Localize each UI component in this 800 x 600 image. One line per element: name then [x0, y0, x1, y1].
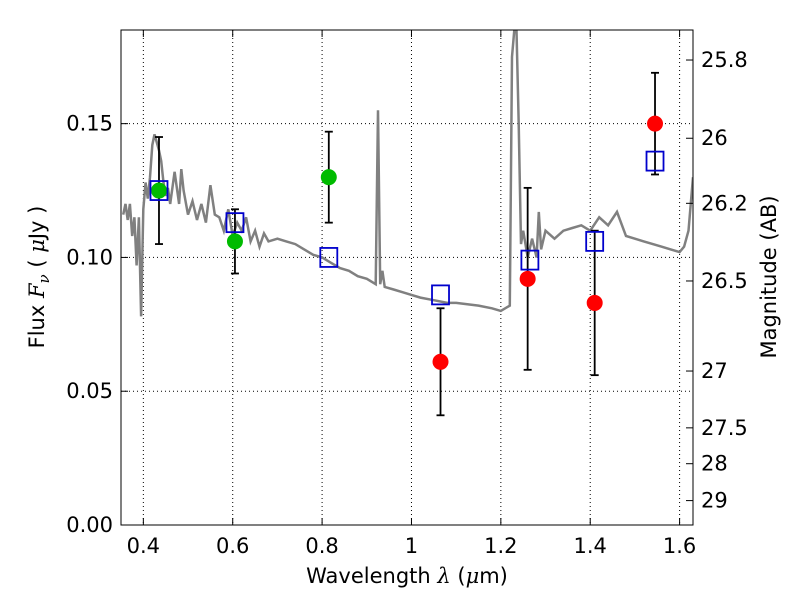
x-tick-label: 0.4	[127, 534, 160, 558]
model-point-square	[645, 150, 665, 172]
y-tick-label: 0.15	[66, 112, 113, 136]
y-tick-label: 0.10	[66, 245, 113, 269]
y2-tick-label: 26.2	[701, 191, 748, 215]
data-markers	[149, 115, 665, 370]
model-point-square	[149, 180, 169, 201]
x-tick-label: 1	[405, 534, 418, 558]
model-point-square	[520, 249, 540, 271]
red-point	[647, 115, 664, 132]
red-point	[432, 353, 449, 370]
green-point	[150, 182, 167, 199]
plot-area	[121, 30, 693, 317]
model-point-square	[431, 284, 450, 306]
model-point-square	[225, 212, 245, 234]
y2-tick-label: 27	[701, 359, 728, 383]
y-axis-label: Flux Fν ( μJy )	[25, 206, 53, 349]
axis-ticks: 0.4 0.6 0.8 1 1.2 1.4 1.6 0.00 0.05 0.10 0.15 25.8 2…	[66, 30, 748, 558]
x-axis-label: Wavelength λ (μm)	[306, 564, 508, 588]
y2-tick-label: 26.5	[701, 269, 748, 293]
x-tick-label: 1.6	[663, 534, 696, 558]
y2-tick-label: 28	[701, 452, 728, 476]
y2-axis-label: Magnitude (AB)	[757, 195, 781, 358]
x-tick-label: 0.6	[216, 534, 249, 558]
model-point-square	[319, 247, 339, 268]
model-point-square	[585, 230, 605, 252]
y2-tick-label: 26	[701, 126, 728, 150]
y2-tick-label: 29	[701, 489, 728, 513]
red-point	[519, 270, 536, 287]
red-point	[586, 294, 603, 311]
green-point	[320, 169, 337, 186]
y2-tick-label: 27.5	[701, 416, 748, 440]
green-point	[226, 233, 243, 250]
grid-lines	[121, 30, 693, 525]
x-tick-label: 1.4	[574, 534, 607, 558]
model-spectrum-line	[121, 30, 693, 317]
x-tick-label: 1.2	[484, 534, 517, 558]
y-tick-label: 0.00	[66, 513, 113, 537]
y2-tick-label: 25.8	[701, 48, 748, 72]
y-tick-label: 0.05	[66, 379, 113, 403]
plot-frame	[120, 29, 694, 526]
x-tick-label: 0.8	[305, 534, 338, 558]
